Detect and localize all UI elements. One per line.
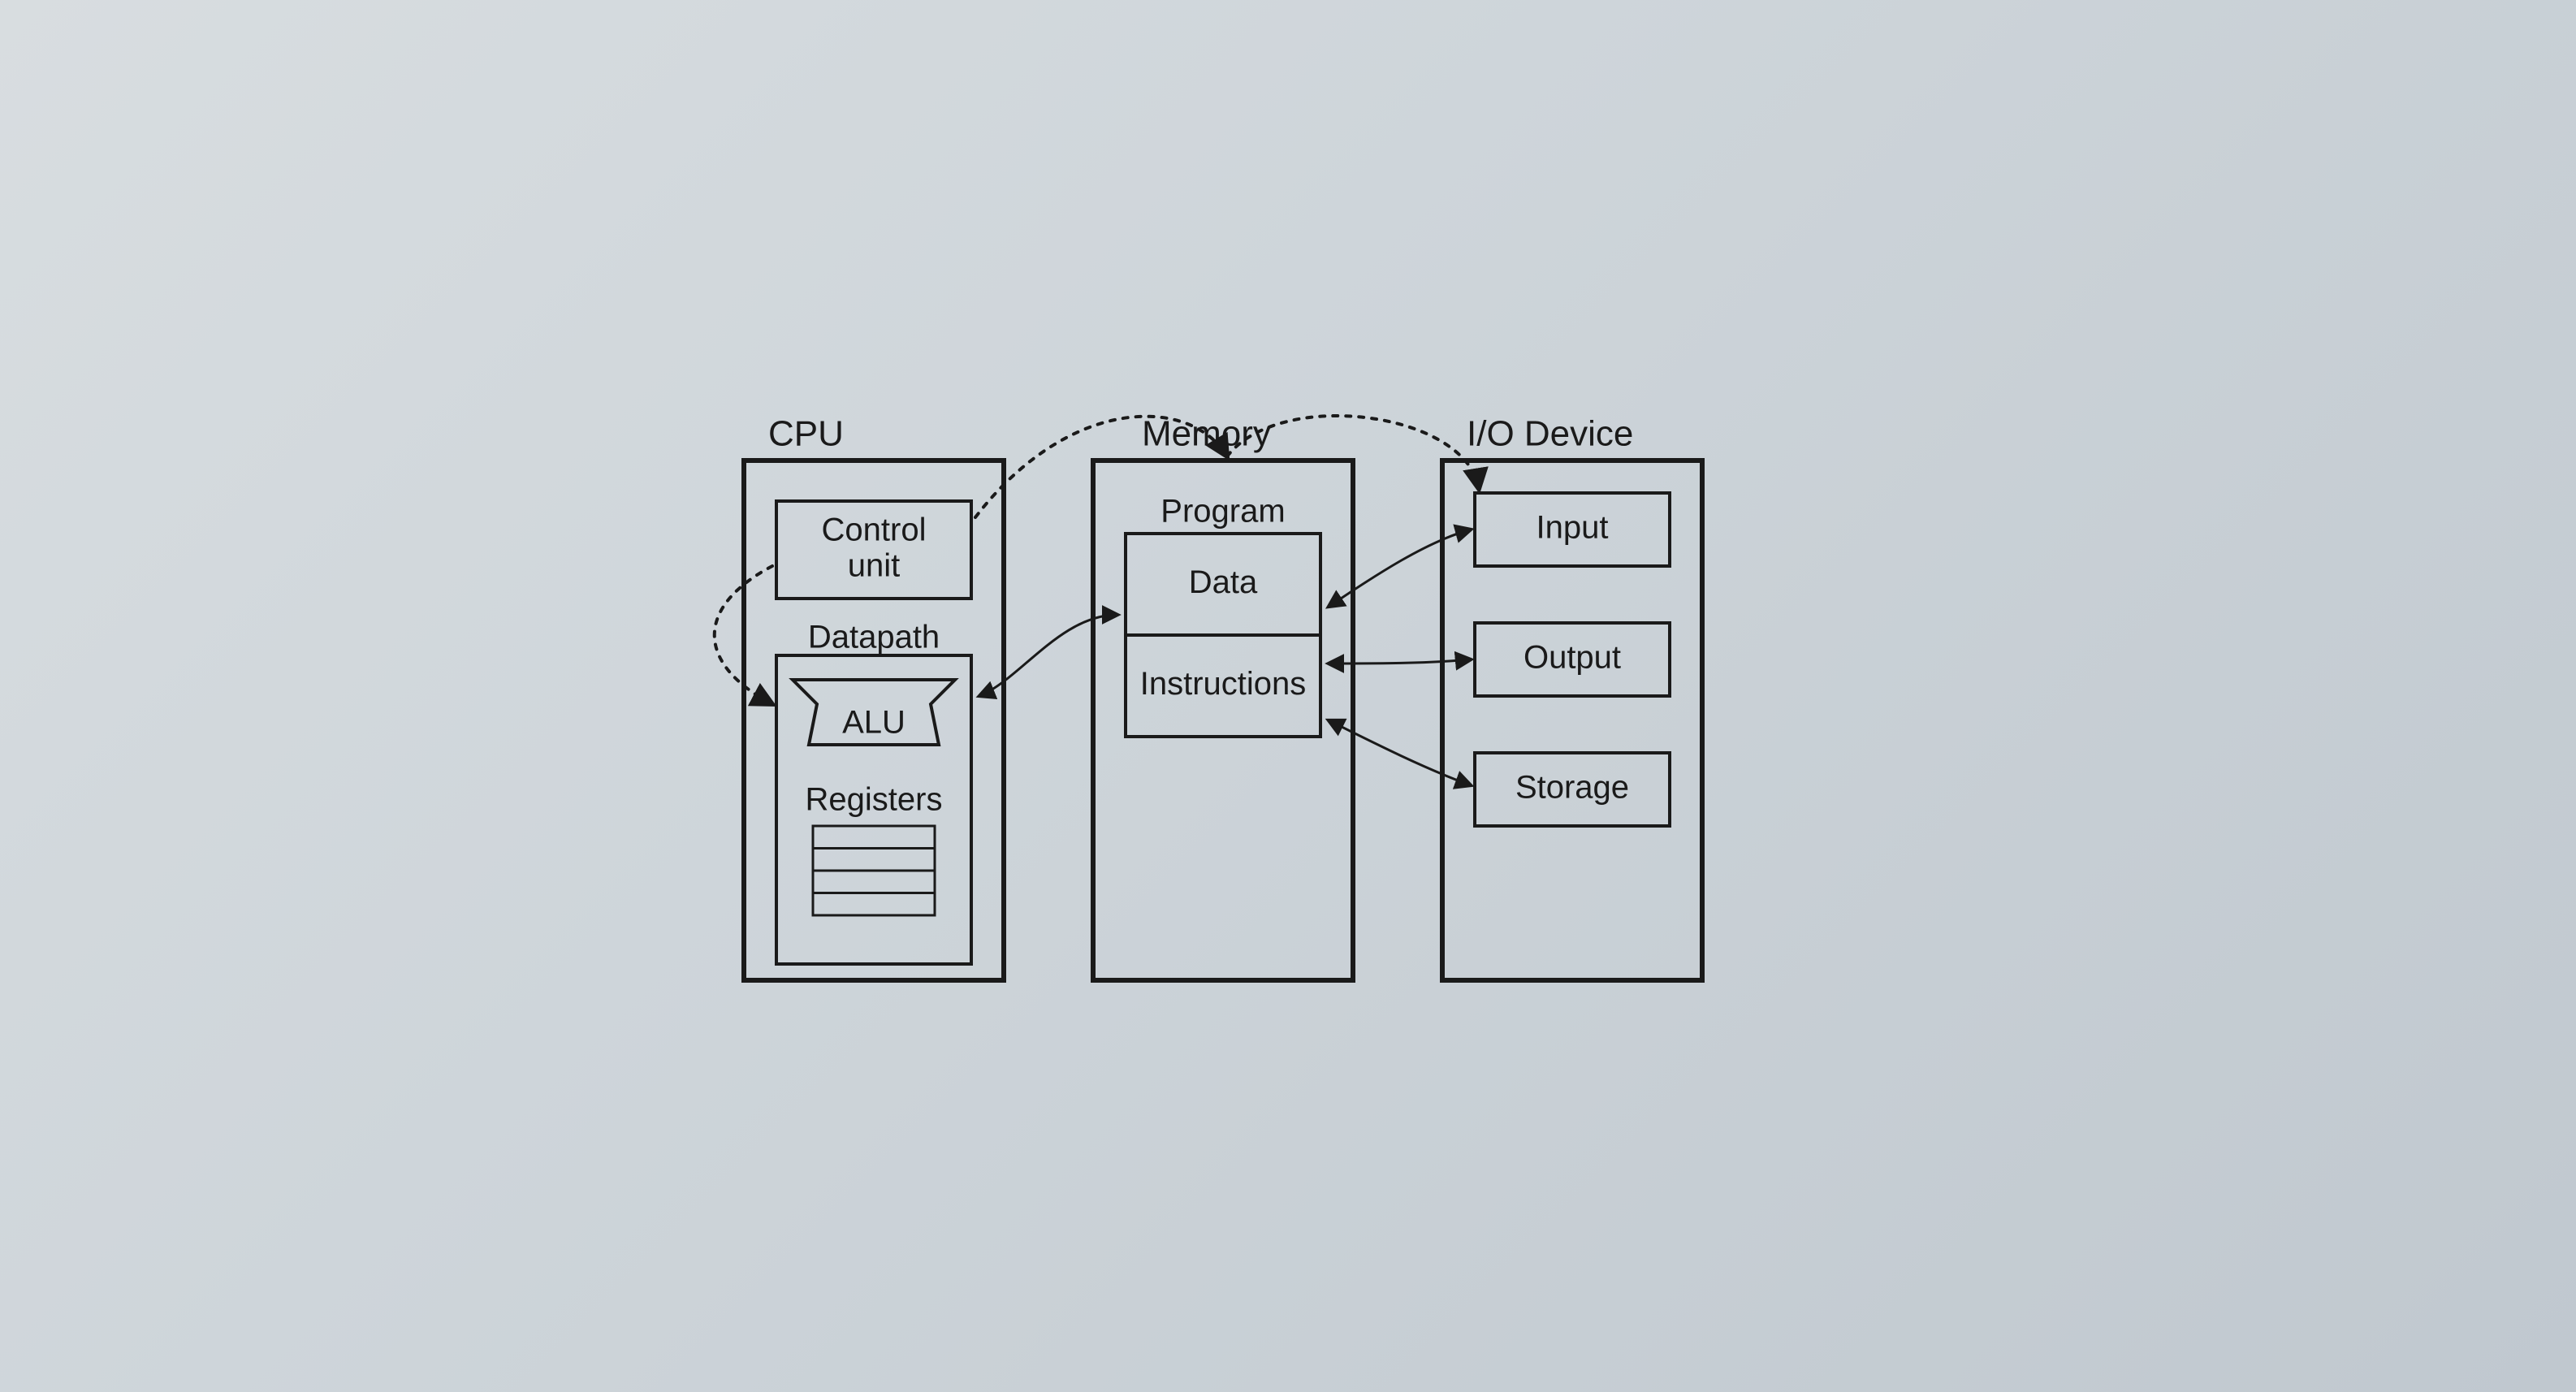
diagram-stage: CPU Control unit Datapath ALU Registers … <box>663 363 1913 1029</box>
datapath-label: Datapath <box>808 620 940 655</box>
data-label: Data <box>1189 564 1258 600</box>
arrow-datapath-memory-icon <box>979 615 1117 696</box>
storage-label: Storage <box>1515 770 1629 806</box>
memory-box <box>1093 460 1353 980</box>
registers-label: Registers <box>806 782 943 818</box>
control-unit-label: Control <box>822 512 927 548</box>
program-label: Program <box>1160 494 1285 530</box>
instructions-label: Instructions <box>1140 666 1307 702</box>
io-title: I/O Device <box>1467 414 1633 454</box>
control-unit-label-2: unit <box>848 548 901 584</box>
arrow-memory-input-icon <box>1329 530 1471 607</box>
arrow-memory-output-icon <box>1329 659 1471 664</box>
architecture-diagram: CPU Control unit Datapath ALU Registers … <box>663 363 1913 1029</box>
input-label: Input <box>1537 510 1609 546</box>
cpu-title: CPU <box>768 414 844 454</box>
alu-label: ALU <box>842 705 905 741</box>
arrow-memory-storage-icon <box>1329 720 1471 785</box>
registers-box <box>813 826 935 915</box>
output-label: Output <box>1524 640 1621 676</box>
memory-title: Memory <box>1142 414 1271 454</box>
